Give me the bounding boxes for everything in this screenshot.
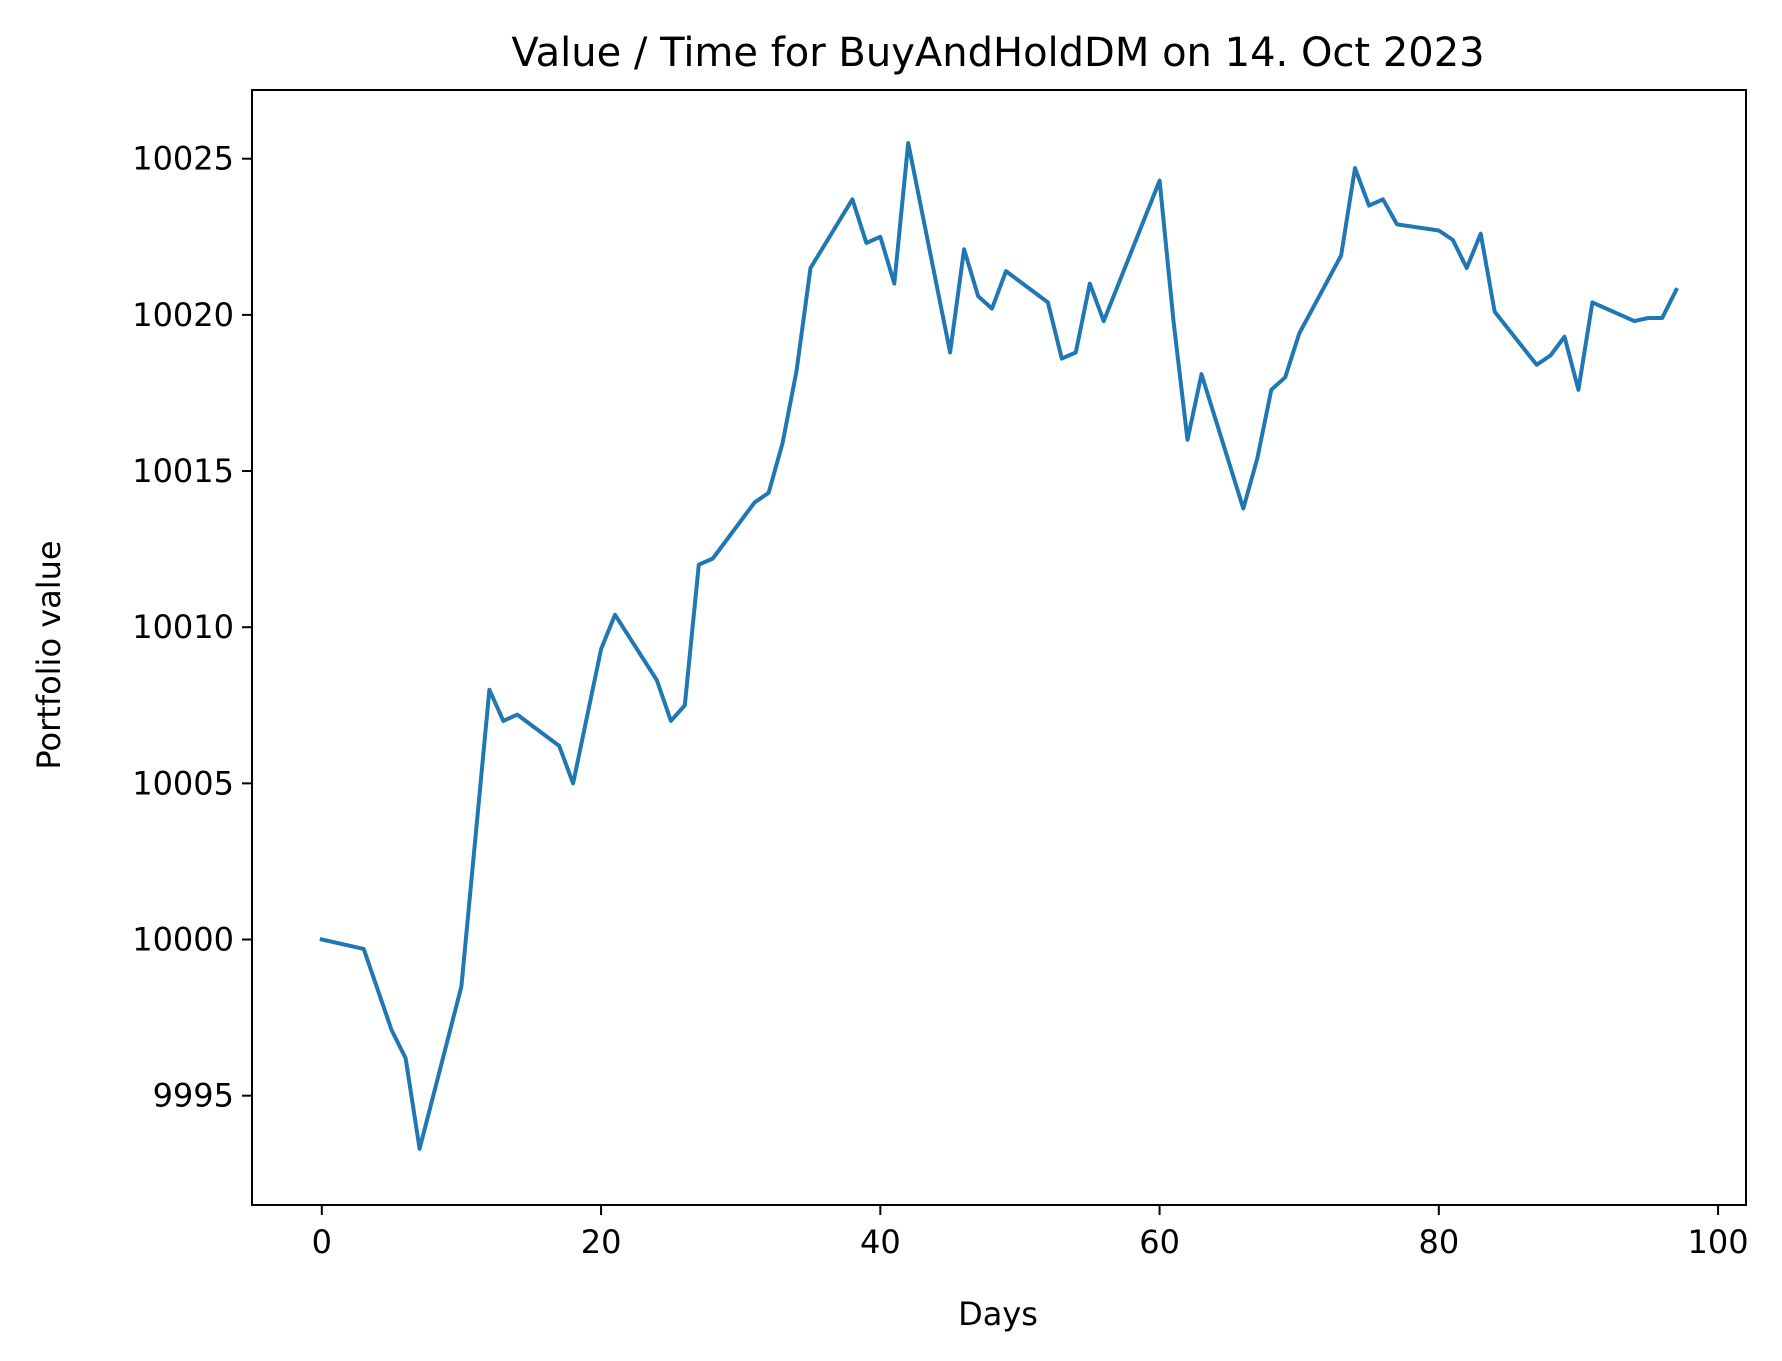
x-axis: 0 20 40 60 80 100	[312, 1205, 1749, 1261]
plot-area	[251, 89, 1747, 1206]
series-line-0	[319, 141, 1679, 1151]
x-tick-label: 0	[312, 1223, 332, 1261]
x-tick-label: 40	[860, 1223, 901, 1261]
chart-title: Value / Time for BuyAndHoldDM on 14. Oct…	[511, 30, 1484, 76]
y-tick-label: 10020	[132, 296, 234, 334]
plot-frame	[251, 89, 1747, 1206]
y-axis: 9995 10000 10005 10010 10015 10020 10025	[132, 140, 252, 1115]
x-tick-label: 100	[1688, 1223, 1749, 1261]
y-tick-label: 9995	[153, 1077, 234, 1115]
x-tick-label: 20	[581, 1223, 622, 1261]
x-axis-label: Days	[958, 1295, 1038, 1333]
y-tick-label: 10010	[132, 608, 234, 646]
y-tick-label: 10000	[132, 921, 234, 959]
y-tick-label: 10005	[132, 764, 234, 802]
y-tick-label: 10015	[132, 452, 234, 490]
y-tick-label: 10025	[132, 140, 234, 178]
x-tick-label: 60	[1139, 1223, 1180, 1261]
y-axis-label: Portfolio value	[30, 540, 68, 769]
x-tick-label: 80	[1418, 1223, 1459, 1261]
